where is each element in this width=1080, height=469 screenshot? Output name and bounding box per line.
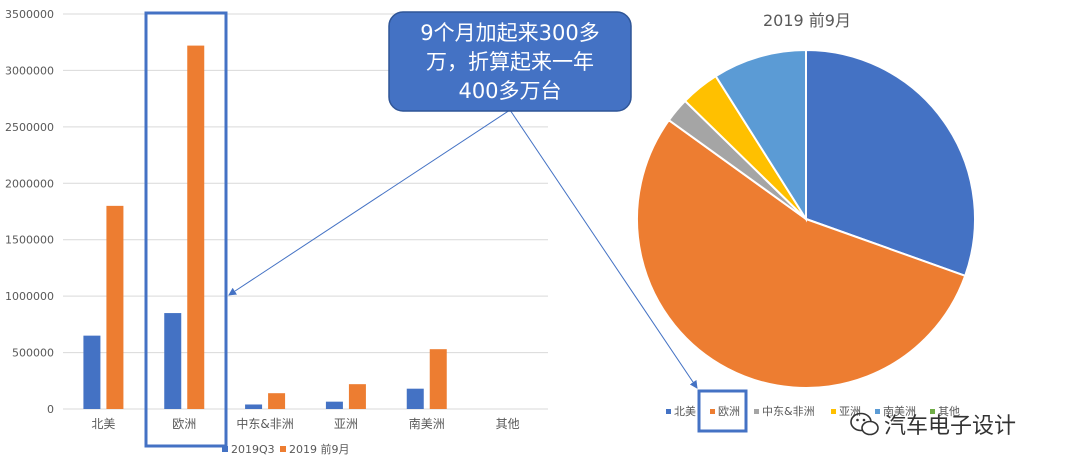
bar-q3-0: [83, 335, 101, 409]
bar-q3-4: [406, 388, 424, 409]
callout-box: 9个月加起来300多 万，折算起来一年 400多万台: [388, 11, 632, 112]
pie-slices: [636, 48, 976, 389]
pie-legend-label-3: 亚洲: [839, 405, 861, 418]
x-category-label-5: 其他: [496, 417, 520, 431]
watermark: 汽车电子设计: [850, 412, 1016, 439]
bar-q3-2: [245, 404, 263, 409]
pie-legend-label-1: 欧洲: [718, 405, 740, 418]
x-category-label-0: 北美: [91, 417, 115, 431]
bar-9m-2: [268, 393, 286, 409]
bar-chart: 0 500000 1000000 1500000 2000000 2500000 30000…: [5, 8, 548, 456]
pie-legend-swatch-5: [930, 409, 935, 414]
callout-arrow-to-pie-legend: [509, 109, 698, 389]
pie-chart: 2019 前9月 北美 欧洲 中东&非洲 亚洲 南美洲 其他: [636, 11, 976, 418]
bar-legend: 2019Q3 2019 前9月: [222, 442, 350, 456]
callout-line-3: 400多万台: [458, 79, 561, 103]
bar-gridlines: [63, 13, 548, 410]
y-tick-label-2: 1000000: [5, 290, 54, 303]
bar-x-axis: 北美 欧洲 中东&非洲 亚洲 南美洲 其他: [91, 416, 519, 431]
callout-line-2: 万，折算起来一年: [426, 50, 594, 74]
bar-q3-3: [325, 401, 343, 409]
callout-arrow-to-bar: [228, 109, 511, 296]
x-category-label-4: 南美洲: [409, 416, 445, 431]
watermark-text: 汽车电子设计: [884, 414, 1016, 439]
legend-label-0: 2019Q3: [231, 443, 275, 456]
bar-q3-1: [164, 313, 182, 409]
pie-legend-swatch-3: [831, 409, 836, 414]
wechat-icon: [850, 412, 879, 436]
pie-slice-4: [714, 48, 807, 223]
callout-line-1: 9个月加起来300多: [420, 21, 599, 45]
y-tick-label-5: 2500000: [5, 121, 54, 134]
pie-title: 2019 前9月: [763, 11, 851, 30]
legend-swatch-0: [222, 446, 228, 452]
bar-series: [83, 45, 447, 409]
pie-slice-0: [805, 48, 976, 278]
pie-legend-swatch-2: [754, 409, 759, 414]
pie-legend-europe-highlight: [697, 389, 748, 433]
y-tick-label-3: 1500000: [5, 234, 54, 247]
pie-slice-1: [636, 118, 967, 389]
pie-legend-swatch-4: [875, 409, 880, 414]
x-category-label-2: 中东&非洲: [236, 416, 293, 431]
callout-arrows: [228, 109, 698, 389]
pie-legend-label-2: 中东&非洲: [762, 405, 815, 418]
bar-y-axis: 0 500000 1000000 1500000 2000000 2500000 30000…: [5, 8, 54, 416]
pie-legend-label-0: 北美: [674, 405, 696, 418]
bar-9m-3: [348, 384, 366, 409]
y-tick-label-4: 2000000: [5, 177, 54, 190]
bar-9m-4: [429, 349, 447, 409]
x-category-label-1: 欧洲: [172, 417, 196, 431]
y-tick-label-7: 3500000: [5, 8, 54, 21]
pie-legend: 北美 欧洲 中东&非洲 亚洲 南美洲 其他: [666, 405, 960, 418]
y-tick-label-0: 0: [47, 403, 54, 416]
legend-swatch-1: [280, 446, 286, 452]
y-tick-label-6: 3000000: [5, 64, 54, 77]
europe-highlight-box: [144, 11, 228, 448]
pie-legend-swatch-0: [666, 409, 671, 414]
bar-9m-1: [187, 45, 205, 409]
pie-legend-swatch-1: [710, 409, 715, 414]
x-category-label-3: 亚洲: [334, 417, 358, 431]
legend-label-1: 2019 前9月: [289, 442, 350, 456]
pie-legend-label-5: 其他: [938, 405, 960, 418]
pie-legend-label-4: 南美洲: [883, 405, 916, 418]
y-tick-label-1: 500000: [12, 347, 54, 360]
bar-9m-0: [106, 205, 124, 409]
